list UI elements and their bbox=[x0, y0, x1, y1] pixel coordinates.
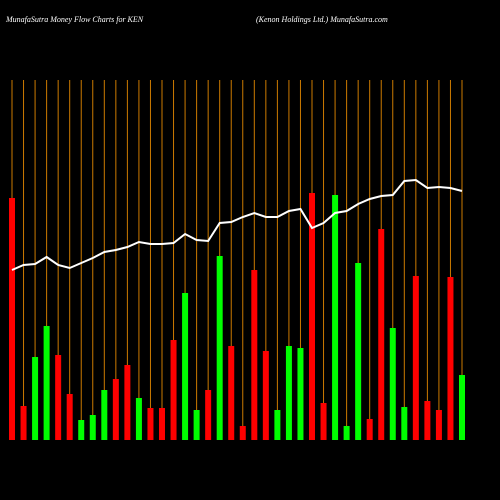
chart-subtitle: (Kenon Holdings Ltd.) MunafaSutra.com bbox=[256, 15, 388, 24]
bar bbox=[343, 426, 350, 440]
money-flow-line bbox=[11, 178, 463, 271]
bar bbox=[355, 263, 362, 440]
bar bbox=[274, 410, 281, 440]
bar bbox=[182, 293, 189, 440]
bar bbox=[239, 426, 246, 440]
bar bbox=[389, 328, 396, 440]
bar bbox=[216, 256, 223, 440]
bar bbox=[78, 420, 85, 440]
bar bbox=[435, 410, 442, 440]
bar bbox=[447, 277, 454, 440]
bar bbox=[332, 195, 339, 440]
bar bbox=[205, 390, 212, 440]
bar bbox=[112, 379, 119, 440]
bar bbox=[55, 355, 62, 440]
bar bbox=[193, 410, 200, 440]
bar bbox=[101, 390, 108, 440]
bar bbox=[424, 401, 431, 440]
bar bbox=[378, 229, 385, 440]
bar bbox=[309, 193, 315, 440]
bar bbox=[32, 357, 39, 440]
bar bbox=[401, 407, 408, 440]
bar bbox=[124, 365, 131, 440]
bar bbox=[320, 403, 327, 440]
chart-title: MunafaSutra Money Flow Charts for KEN bbox=[5, 15, 144, 24]
bar bbox=[285, 346, 292, 440]
bar bbox=[43, 326, 50, 440]
bar bbox=[9, 198, 15, 440]
bar bbox=[20, 406, 27, 440]
bar bbox=[262, 351, 269, 440]
bar bbox=[66, 394, 73, 440]
bar bbox=[251, 270, 258, 440]
bar bbox=[412, 276, 419, 440]
bar bbox=[147, 408, 154, 440]
bar bbox=[135, 398, 142, 440]
bar bbox=[366, 419, 373, 440]
bar bbox=[297, 348, 304, 440]
bar bbox=[89, 415, 96, 440]
bar bbox=[459, 375, 465, 440]
bar bbox=[228, 346, 235, 440]
bar bbox=[159, 408, 165, 440]
bar bbox=[170, 340, 177, 440]
